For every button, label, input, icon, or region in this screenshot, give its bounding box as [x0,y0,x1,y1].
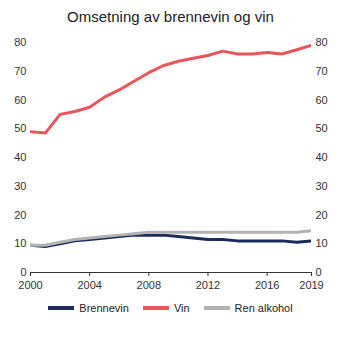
svg-text:70: 70 [14,65,26,77]
html-text:Ren alkohol: Ren alkohol [234,302,293,314]
svg-text:0: 0 [20,266,26,278]
svg-text:80: 80 [316,36,328,48]
svg-text:2000: 2000 [18,279,42,291]
svg-text:10: 10 [14,237,26,249]
svg-text:40: 40 [14,151,26,163]
html-text:Vin: Vin [173,302,190,314]
svg-text:2016: 2016 [255,279,279,291]
svg-text:60: 60 [14,94,26,106]
svg-text:50: 50 [14,122,26,134]
svg-text:30: 30 [316,180,328,192]
svg-text:20: 20 [316,209,328,221]
svg-text:30: 30 [14,180,26,192]
svg-text:2012: 2012 [196,279,220,291]
html-text:Brennevin: Brennevin [79,302,129,314]
svg-text:60: 60 [316,94,328,106]
svg-text:70: 70 [316,65,328,77]
svg-text:50: 50 [316,122,328,134]
svg-text:80: 80 [14,36,26,48]
svg-text:10: 10 [316,237,328,249]
svg-text:2008: 2008 [137,279,161,291]
svg-text:2019: 2019 [299,279,323,291]
svg-text:0: 0 [316,266,322,278]
svg-text:2004: 2004 [77,279,101,291]
svg-text:20: 20 [14,209,26,221]
html-text:Omsetning av brennevin og vin: Omsetning av brennevin og vin [67,8,274,25]
svg-text:40: 40 [316,151,328,163]
